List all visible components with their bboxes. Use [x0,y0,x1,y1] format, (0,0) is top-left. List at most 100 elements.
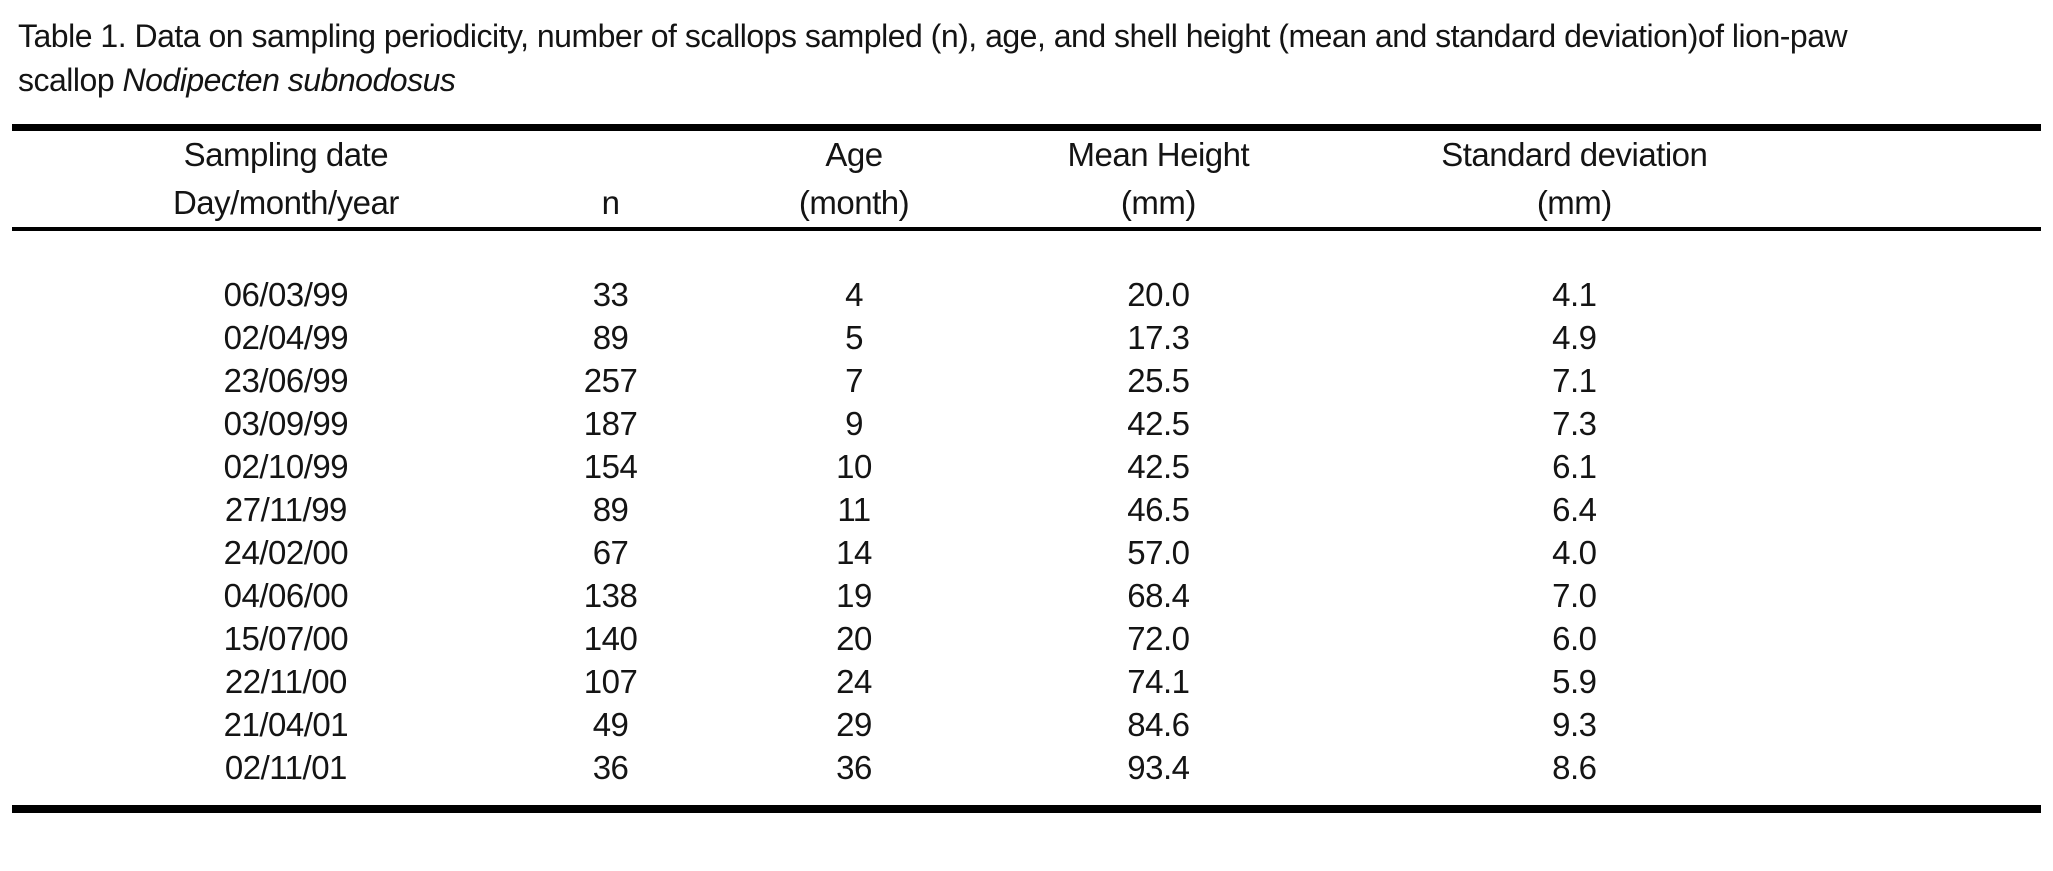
table-row: 03/09/99 187 9 42.5 7.3 [12,402,2041,445]
cell-age: 36 [836,749,872,786]
cell-mean-height: 17.3 [1127,319,1190,356]
cell-sampling-date: 02/11/01 [224,749,348,786]
cell-mean-height: 84.6 [1127,706,1190,743]
cell-age: 11 [837,491,871,528]
cell-filler [1879,359,2041,402]
table-row: 04/06/00 138 19 68.4 7.0 [12,574,2041,617]
column-header-sampling-date: Sampling date Day/month/year [12,127,560,231]
cell-filler [1879,574,2041,617]
sampling-data-table: Sampling date Day/month/year n Age (month) Me… [12,124,2041,813]
table-body: 06/03/99 33 4 20.0 4.1 02/04/99 89 5 17.3 4.9 23/0… [12,229,2041,809]
table-row: 24/02/00 67 14 57.0 4.0 [12,531,2041,574]
caption-text: Table 1. Data on sampling periodicity, n… [18,18,1848,54]
cell-age: 10 [836,448,872,485]
cell-std-deviation: 9.3 [1552,706,1597,743]
cell-n: 257 [583,362,638,399]
table-row: 02/04/99 89 5 17.3 4.9 [12,316,2041,359]
header-line-1: Mean Height [1067,136,1250,173]
caption-line-1: Table 1. Data on sampling periodicity, n… [18,14,2037,58]
caption-line2-prefix: scallop [18,62,115,98]
cell-sampling-date: 15/07/00 [223,620,349,657]
cell-std-deviation: 6.0 [1552,620,1597,657]
cell-mean-height: 20.0 [1127,276,1190,313]
cell-n: 67 [592,534,629,571]
cell-std-deviation: 6.1 [1552,448,1597,485]
header-line-1 [560,131,661,179]
cell-mean-height: 93.4 [1127,749,1190,786]
cell-sampling-date: 22/11/00 [224,663,348,700]
cell-age: 9 [845,405,863,442]
cell-n: 187 [583,405,638,442]
cell-filler [1879,488,2041,531]
cell-age: 29 [836,706,872,743]
cell-filler [1879,445,2041,488]
cell-n: 107 [583,663,638,700]
table-row: 23/06/99 257 7 25.5 7.1 [12,359,2041,402]
table-row: 21/04/01 49 29 84.6 9.3 [12,703,2041,746]
column-header-mean-height: Mean Height (mm) [1046,127,1270,231]
cell-mean-height: 68.4 [1127,577,1190,614]
header-line-1: Sampling date [183,136,389,173]
header-line-2: n [601,184,620,221]
cell-n: 138 [583,577,638,614]
cell-age: 4 [845,276,863,313]
cell-std-deviation: 7.1 [1552,362,1597,399]
cell-sampling-date: 03/09/99 [223,405,349,442]
header-line-1: Standard deviation [1441,136,1708,173]
cell-age: 20 [836,620,872,657]
cell-filler [1879,746,2041,809]
table-row: 06/03/99 33 4 20.0 4.1 [12,229,2041,316]
header-filler [1878,127,2041,231]
cell-std-deviation: 4.9 [1552,319,1597,356]
cell-age: 7 [845,362,863,399]
cell-std-deviation: 4.1 [1552,276,1597,313]
cell-std-deviation: 8.6 [1552,749,1597,786]
cell-filler [1879,402,2041,445]
header-line-1: Age [825,136,883,173]
cell-sampling-date: 24/02/00 [223,534,349,571]
table-row: 27/11/99 89 11 46.5 6.4 [12,488,2041,531]
cell-sampling-date: 27/11/99 [224,491,348,528]
cell-filler [1879,531,2041,574]
species-name: Nodipecten subnodosus [122,62,456,98]
table-header: Sampling date Day/month/year n Age (month) Me… [12,127,2041,231]
cell-age: 5 [845,319,863,356]
table-caption: Table 1. Data on sampling periodicity, n… [0,0,2053,102]
column-header-age: Age (month) [661,127,1047,231]
table-row: 02/10/99 154 10 42.5 6.1 [12,445,2041,488]
cell-filler [1879,316,2041,359]
table-row: 02/11/01 36 36 93.4 8.6 [12,746,2041,809]
cell-n: 140 [583,620,638,657]
cell-mean-height: 74.1 [1127,663,1190,700]
cell-age: 24 [836,663,872,700]
cell-mean-height: 42.5 [1127,405,1190,442]
cell-n: 89 [592,319,629,356]
cell-filler [1879,660,2041,703]
cell-sampling-date: 23/06/99 [223,362,349,399]
cell-mean-height: 57.0 [1127,534,1190,571]
header-line-2: Day/month/year [172,184,399,221]
table-row: 15/07/00 140 20 72.0 6.0 [12,617,2041,660]
cell-mean-height: 42.5 [1127,448,1190,485]
header-line-2: (mm) [1120,184,1196,221]
cell-std-deviation: 7.0 [1552,577,1597,614]
cell-std-deviation: 5.9 [1552,663,1597,700]
cell-n: 154 [583,448,638,485]
cell-n: 33 [592,276,629,313]
header-line-2: (mm) [1536,184,1612,221]
cell-mean-height: 46.5 [1127,491,1190,528]
header-row: Sampling date Day/month/year n Age (month) Me… [12,127,2041,231]
cell-n: 36 [592,749,629,786]
cell-std-deviation: 7.3 [1552,405,1597,442]
cell-n: 49 [592,706,629,743]
cell-sampling-date: 02/10/99 [223,448,349,485]
cell-age: 19 [836,577,872,614]
cell-filler [1879,617,2041,660]
cell-sampling-date: 04/06/00 [223,577,349,614]
caption-line-2: scallop Nodipecten subnodosus [18,58,2037,102]
column-header-n: n [559,127,662,231]
cell-n: 89 [592,491,629,528]
table-row: 22/11/00 107 24 74.1 5.9 [12,660,2041,703]
cell-std-deviation: 4.0 [1552,534,1597,571]
cell-mean-height: 25.5 [1127,362,1190,399]
